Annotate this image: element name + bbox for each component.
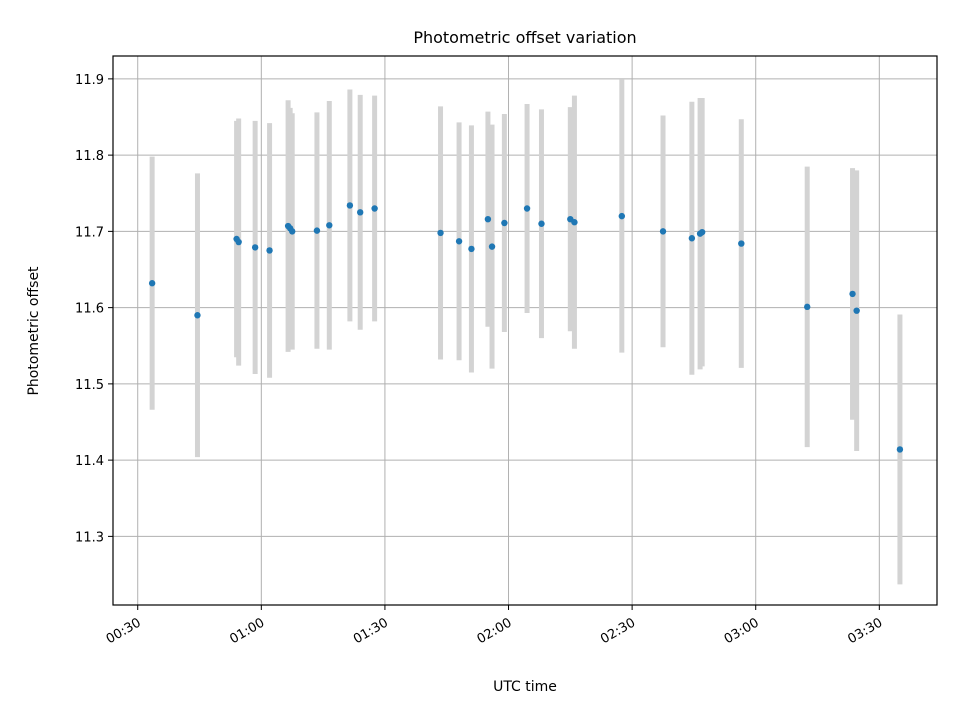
- data-point: [313, 227, 321, 234]
- data-point: [618, 212, 626, 220]
- data-point: [148, 280, 156, 287]
- data-point: [326, 222, 333, 229]
- data-point: [357, 209, 364, 216]
- x-tick-label: 00:30: [104, 615, 144, 647]
- data-point: [571, 219, 578, 226]
- data-point: [488, 243, 496, 250]
- data-point: [484, 215, 492, 223]
- x-tick-label: 03:00: [722, 615, 762, 647]
- y-tick: 11.4: [75, 454, 113, 469]
- data-point: [849, 290, 856, 298]
- y-tick-label: 11.4: [75, 454, 104, 469]
- y-tick: 11.6: [75, 302, 113, 317]
- data-point: [235, 238, 242, 246]
- data-point: [468, 245, 475, 253]
- data-point: [523, 205, 531, 212]
- data-point: [455, 238, 463, 245]
- data-point: [289, 228, 296, 235]
- x-tick-label: 02:30: [598, 615, 638, 647]
- data-point: [346, 202, 354, 209]
- data-point: [738, 240, 745, 247]
- data-point: [688, 235, 696, 242]
- x-tick-label: 02:00: [475, 615, 515, 647]
- data-point: [194, 312, 201, 319]
- x-axis-label: UTC time: [493, 679, 557, 695]
- y-tick-label: 11.6: [75, 302, 104, 317]
- y-tick: 11.8: [75, 149, 113, 164]
- data-point: [698, 228, 706, 236]
- y-axis-label: Photometric offset: [26, 266, 42, 396]
- data-point: [804, 303, 811, 311]
- x-tick-label: 03:30: [845, 615, 885, 647]
- data-point: [853, 307, 860, 314]
- y-tick: 11.9: [75, 73, 113, 88]
- plot-frame: [112, 55, 938, 606]
- data-point: [251, 244, 259, 251]
- data-point: [371, 205, 378, 212]
- x-tick: 02:30: [598, 605, 638, 647]
- x-tick: 00:30: [104, 605, 144, 647]
- x-tick-label: 01:30: [351, 615, 391, 647]
- data-point: [501, 219, 508, 227]
- y-tick: 11.7: [75, 225, 113, 240]
- y-tick-label: 11.3: [75, 530, 104, 545]
- y-tick-label: 11.9: [75, 73, 104, 88]
- data-point: [896, 446, 904, 453]
- x-tick: 03:30: [845, 605, 885, 647]
- chart-title: Photometric offset variation: [413, 28, 636, 47]
- x-axis-ticks: 00:30 01:00 01:30 02:00 02:30 03:00 03:30: [104, 605, 885, 647]
- x-tick-label: 01:00: [227, 615, 267, 647]
- x-tick: 01:30: [351, 605, 391, 647]
- y-tick: 11.3: [75, 530, 113, 545]
- data-points: [148, 202, 904, 453]
- data-point: [538, 220, 545, 227]
- y-tick-label: 11.5: [75, 378, 104, 393]
- x-tick: 03:00: [722, 605, 762, 647]
- y-axis-ticks: 11.3 11.4 11.5 11.6 11.7 11.8 11.9: [75, 73, 113, 545]
- x-tick: 02:00: [475, 605, 515, 647]
- y-tick-label: 11.8: [75, 149, 104, 164]
- data-point: [437, 229, 444, 237]
- x-tick: 01:00: [227, 605, 267, 647]
- data-point: [659, 228, 667, 235]
- y-tick: 11.5: [75, 378, 113, 393]
- data-point: [266, 247, 273, 254]
- y-tick-label: 11.7: [75, 225, 104, 240]
